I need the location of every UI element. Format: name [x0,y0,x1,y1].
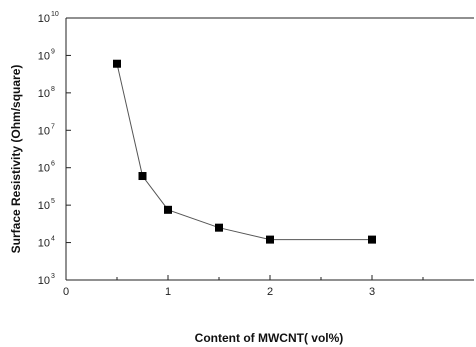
y-tick-label: 10 8 [38,86,55,100]
y-tick-label: 10 3 [38,273,55,287]
data-point-marker [266,235,274,244]
y-tick-label: 10 4 [38,236,55,250]
x-axis-ticks: 0 1 2 3 [63,275,424,298]
y-tick-base: 10 [38,50,50,62]
y-tick-exponent: 6 [51,161,55,168]
y-tick-exponent: 9 [51,48,55,55]
y-tick-exponent: 3 [51,273,55,280]
y-tick-exponent: 7 [51,123,55,130]
y-axis-title: Surface Resistivity (Ohm/square) [9,65,23,254]
data-point-marker [215,223,223,232]
y-tick-label: 10 10 [38,11,59,25]
x-tick-label: 1 [165,286,171,298]
x-tick-label: 3 [369,286,375,298]
y-tick-base: 10 [38,163,50,175]
y-tick-base: 10 [38,200,50,212]
series-line [116,63,372,241]
y-tick-label: 10 5 [38,198,55,212]
y-tick-base: 10 [38,275,50,287]
x-axis-title: Content of MWCNT( vol%) [195,331,344,345]
y-tick-base: 10 [38,238,50,250]
y-tick-base: 10 [38,88,50,100]
data-series [113,59,376,244]
x-tick-label: 0 [63,286,69,298]
data-point-marker [164,205,172,214]
y-tick-label: 10 6 [38,161,55,175]
y-tick-label: 10 7 [38,123,55,137]
y-tick-exponent: 4 [51,236,55,243]
data-point-marker [138,172,147,181]
y-tick-base: 10 [38,125,50,137]
x-tick-label: 2 [267,286,273,298]
y-tick-exponent: 10 [51,11,59,18]
y-tick-exponent: 5 [51,198,55,205]
data-point-marker [113,59,121,68]
y-tick-exponent: 8 [51,86,55,93]
y-tick-base: 10 [38,13,50,25]
data-point-marker [368,235,376,244]
y-tick-label: 10 9 [38,48,55,62]
